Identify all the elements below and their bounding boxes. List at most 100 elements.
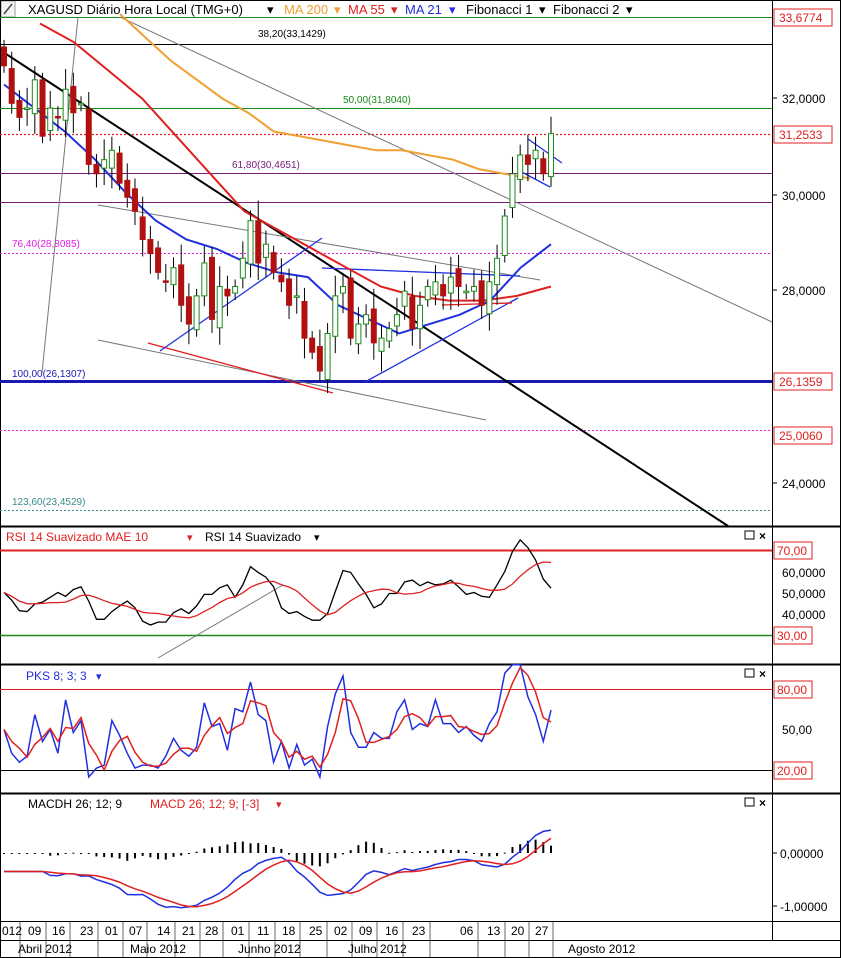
macd-hist-bar [157, 853, 160, 860]
fibonacci2-label[interactable]: Fibonacci 2 [553, 2, 620, 17]
macd-hist-bar [103, 853, 106, 858]
candle [316, 329, 323, 382]
macd-hist-bar [172, 853, 175, 857]
macd-hist-bar [164, 853, 167, 860]
ma21-dropdown-icon[interactable]: ▾ [449, 2, 456, 17]
svg-text:25,0060: 25,0060 [779, 429, 823, 443]
svg-text:30,00: 30,00 [777, 629, 807, 643]
fibonacci1-dropdown-icon[interactable]: ▾ [539, 2, 546, 17]
macd-hist-bar [465, 851, 468, 853]
ma55-label[interactable]: MA 55 [348, 2, 385, 17]
macd-hist-bar [372, 842, 375, 853]
macd-hist-bar [118, 853, 121, 859]
macd-hist-bar [380, 847, 383, 853]
fib-label-100: 100,00(26,1307) [12, 369, 85, 380]
ma200-label[interactable]: MA 200 [284, 2, 329, 17]
pks-maximize-icon[interactable] [744, 668, 755, 678]
candle [440, 274, 447, 310]
macd-hist-bar [41, 853, 44, 854]
candle [409, 276, 416, 346]
candles [1, 39, 554, 394]
candle [517, 144, 524, 194]
macd-hist-bar [226, 844, 229, 853]
pks-tick-50: 50,00 [782, 723, 812, 737]
candle [378, 324, 385, 372]
fibonacci2-dropdown-icon[interactable]: ▾ [626, 2, 633, 17]
candle [278, 258, 285, 293]
macd-hist-bar [218, 846, 221, 853]
candle [509, 156, 516, 218]
fib-label-76: 76,40(28,8085) [12, 239, 80, 250]
macd-hist-bar [10, 853, 13, 854]
fib-label-61: 61,80(30,4651) [232, 160, 300, 171]
time-tick-day: 16 [385, 924, 399, 938]
pks-title: PKS 8; 3; 3 [26, 669, 87, 683]
candle [1, 39, 7, 73]
macd-hist-bar [326, 853, 329, 864]
ma55-dropdown-icon[interactable]: ▾ [391, 2, 398, 17]
rsi-close-icon[interactable]: × [759, 529, 766, 543]
time-tick-day: 25 [309, 924, 323, 938]
candle [201, 246, 208, 307]
macd-hist-bar [488, 853, 491, 857]
candle [147, 225, 154, 274]
candle [193, 288, 200, 337]
macd-close-icon[interactable]: × [759, 796, 766, 810]
rsi-tick-40: 40,0000 [782, 608, 826, 622]
ma21-label[interactable]: MA 21 [405, 2, 442, 17]
time-tick-day: 01 [105, 924, 119, 938]
macd-hist-bar [519, 844, 522, 853]
price-marker-33: 33,6774 [773, 8, 833, 27]
macd-hist-bar [395, 852, 398, 854]
candle [108, 136, 115, 189]
time-tick-day: 20 [511, 924, 525, 938]
price-marker-25: 25,0060 [773, 426, 833, 445]
ma200-dropdown-icon[interactable]: ▾ [334, 2, 341, 17]
candle [16, 90, 23, 132]
macd-hist-bar [550, 845, 552, 853]
candle [417, 291, 424, 349]
rsi-title-2: RSI 14 Suavizado [205, 530, 301, 544]
symbol-dropdown-icon[interactable]: ▾ [267, 2, 274, 17]
macd-hist-bar [203, 848, 206, 853]
macd-hist-bar [311, 853, 314, 866]
macd-title-1: MACDH 26; 12; 9 [28, 797, 122, 811]
pks-d-line [3, 666, 552, 772]
candle [424, 279, 431, 307]
candle [139, 196, 146, 257]
rsi-dropdown-1[interactable]: ▾ [187, 532, 193, 544]
time-tick-month: Julho 2012 [348, 942, 407, 956]
rsi-maximize-icon[interactable] [744, 530, 755, 540]
candle [185, 283, 192, 345]
macd-dropdown[interactable]: ▾ [276, 799, 282, 811]
candle [393, 297, 400, 337]
macd-hist-bar [349, 850, 352, 853]
candle [93, 154, 100, 188]
candle [293, 275, 300, 314]
time-tick-day: 11 [257, 924, 270, 938]
macd-hist-bar [264, 845, 267, 853]
pks-close-icon[interactable]: × [759, 667, 766, 681]
symbol-title[interactable]: XAGUSD Diário Hora Local (TMG+0) [28, 2, 243, 17]
candle [216, 266, 223, 345]
pks-marker-80: 80,00 [773, 680, 813, 699]
time-tick-day: 012 [2, 924, 22, 938]
time-tick-day: 23 [80, 924, 94, 938]
time-tick-day: 23 [412, 924, 426, 938]
time-tick-day: 07 [129, 924, 143, 938]
macd-hist-bar [95, 853, 98, 857]
rsi-marker-30: 30,00 [773, 626, 813, 645]
pks-dropdown[interactable]: ▾ [96, 671, 102, 683]
macd-hist-bar [318, 853, 321, 867]
candle [455, 255, 462, 307]
fibonacci1-label[interactable]: Fibonacci 1 [466, 2, 533, 17]
macd-maximize-icon[interactable] [744, 797, 755, 807]
macd-hist-bar [234, 842, 237, 853]
candle [501, 208, 508, 263]
candle [155, 240, 162, 280]
candle [78, 96, 85, 112]
rsi-dropdown-2[interactable]: ▾ [314, 532, 320, 544]
candle [494, 244, 501, 305]
macd-tick-neg1: -1,00000 [780, 900, 828, 914]
